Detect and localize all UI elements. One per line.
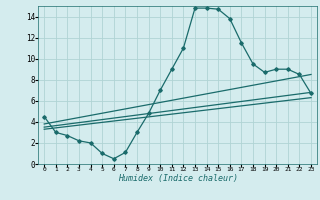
X-axis label: Humidex (Indice chaleur): Humidex (Indice chaleur): [118, 174, 238, 183]
